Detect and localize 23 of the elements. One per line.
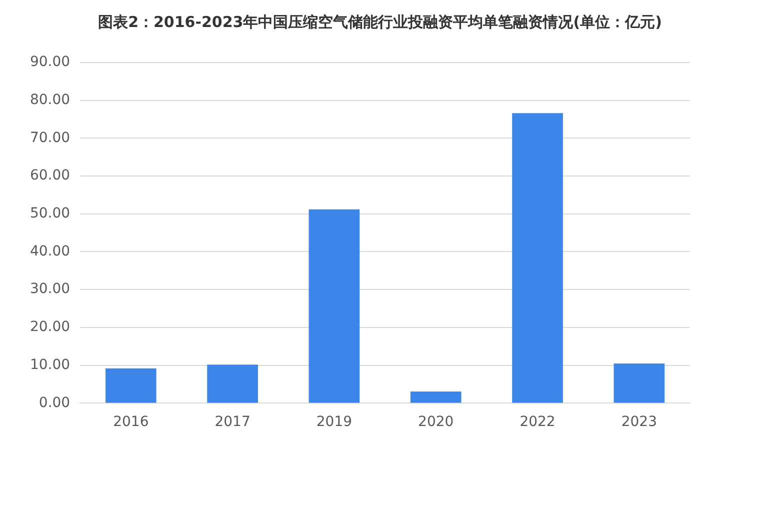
bar	[614, 363, 665, 403]
y-tick-label: 60.00	[30, 168, 70, 184]
bar	[105, 368, 156, 403]
chart-title: 图表2：2016-2023年中国压缩空气储能行业投融资平均单笔融资情况(单位：亿元)	[97, 12, 663, 33]
bar	[512, 113, 563, 403]
x-tick-label: 2017	[214, 414, 250, 430]
y-tick-label: 50.00	[30, 206, 70, 222]
x-tick-label: 2019	[316, 414, 352, 430]
x-tick-label: 2022	[520, 414, 556, 430]
y-tick-label: 90.00	[30, 54, 70, 70]
x-tick-label: 2016	[113, 414, 149, 430]
bar	[207, 364, 258, 403]
y-tick-label: 30.00	[30, 281, 70, 298]
y-tick-label: 20.00	[30, 319, 70, 336]
y-tick-label: 0.00	[38, 394, 70, 411]
x-tick-label: 2023	[621, 414, 657, 430]
y-tick-label: 80.00	[30, 92, 70, 108]
bar	[410, 391, 462, 403]
bar	[308, 209, 360, 403]
y-tick-label: 10.00	[30, 356, 70, 373]
y-tick-label: 40.00	[30, 243, 70, 260]
x-tick-label: 2020	[418, 414, 454, 430]
y-tick-label: 70.00	[30, 130, 70, 146]
